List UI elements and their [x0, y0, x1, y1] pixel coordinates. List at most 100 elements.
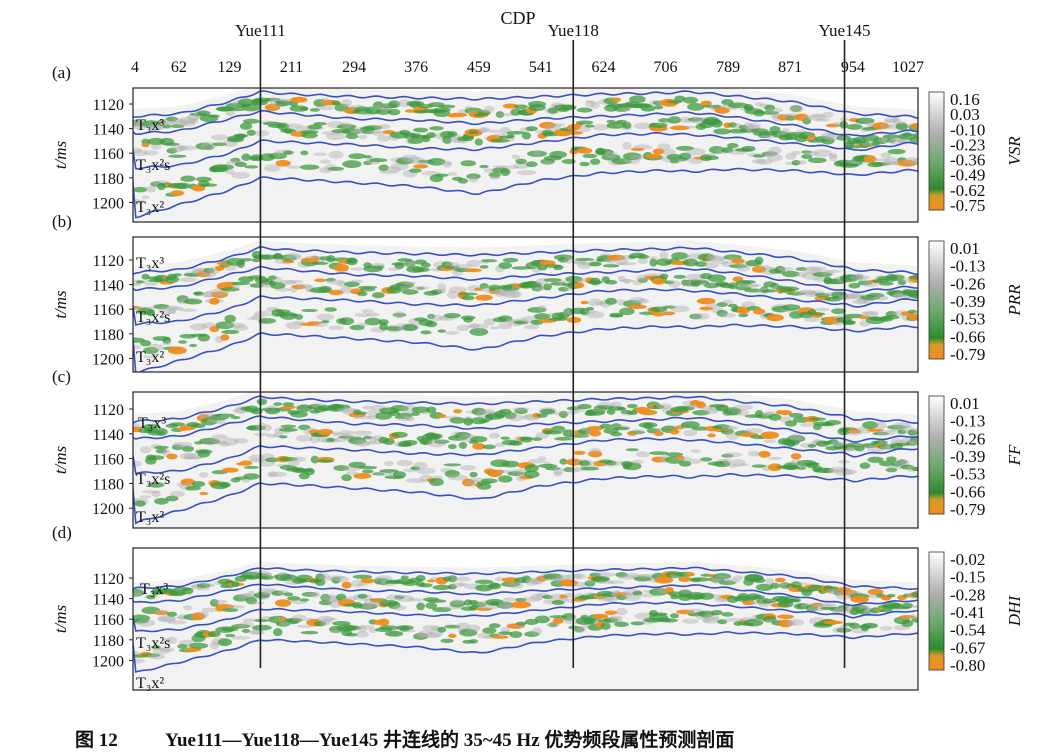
- attribute-anomaly: [907, 309, 918, 314]
- attribute-anomaly: [580, 300, 589, 305]
- attribute-anomaly: [337, 407, 356, 413]
- colorbar-tick-label: -0.75: [950, 196, 985, 215]
- horizon-line-top_T3x3: [133, 245, 918, 276]
- attribute-anomaly: [472, 443, 486, 450]
- attribute-anomaly: [867, 456, 884, 463]
- colorbar-tick-label: -0.26: [950, 274, 985, 293]
- x-axis-title: CDP: [500, 8, 535, 28]
- attribute-anomaly: [884, 117, 899, 123]
- attribute-anomaly: [437, 329, 447, 333]
- attribute-anomaly: [319, 159, 331, 164]
- attribute-anomaly: [180, 175, 196, 182]
- y-axis-title: t/ms: [51, 140, 70, 169]
- attribute-anomaly: [782, 286, 800, 292]
- attribute-anomaly: [285, 321, 302, 330]
- attribute-anomaly: [283, 592, 294, 597]
- attribute-anomaly: [165, 495, 179, 502]
- attribute-anomaly: [371, 130, 386, 137]
- attribute-anomaly: [326, 132, 346, 141]
- attribute-anomaly: [243, 473, 260, 480]
- attribute-anomaly: [584, 580, 596, 587]
- attribute-anomaly: [527, 458, 547, 464]
- attribute-anomaly: [534, 615, 550, 624]
- attribute-anomaly: [721, 453, 734, 458]
- panel-dhi: (d) 1120 1140 1160 1180 1200 t/ms T₃x³ T₃x²s T₃x²…: [51, 523, 1024, 692]
- attribute-anomaly: [742, 600, 755, 606]
- attribute-anomaly: [675, 405, 695, 411]
- attribute-anomaly: [855, 117, 875, 125]
- attribute-anomaly: [710, 119, 723, 128]
- attribute-anomaly: [822, 111, 834, 118]
- attribute-anomaly: [584, 99, 595, 104]
- attribute-anomaly: [649, 451, 669, 455]
- attribute-anomaly: [274, 100, 292, 104]
- attribute-anomaly: [498, 475, 513, 483]
- attribute-anomaly: [652, 404, 665, 410]
- attribute-anomaly: [542, 161, 553, 166]
- attribute-anomaly: [353, 430, 372, 436]
- y-tick-label: 1160: [93, 302, 124, 319]
- attribute-anomaly: [466, 624, 481, 632]
- attribute-anomaly: [394, 595, 405, 600]
- attribute-anomaly: [790, 581, 802, 589]
- attribute-anomaly: [514, 104, 528, 110]
- attribute-anomaly: [427, 158, 446, 166]
- attribute-anomaly: [682, 618, 699, 624]
- attribute-anomaly: [608, 580, 625, 584]
- attribute-anomaly: [437, 414, 447, 419]
- attribute-anomaly: [178, 340, 188, 344]
- attribute-anomaly: [525, 161, 538, 168]
- attribute-anomaly: [275, 620, 291, 627]
- attribute-anomaly: [866, 292, 885, 298]
- attribute-anomaly: [733, 404, 754, 411]
- attribute-anomaly: [678, 456, 692, 462]
- attribute-anomaly: [509, 631, 523, 638]
- attribute-anomaly: [341, 474, 352, 482]
- y-tick-label: 1120: [93, 97, 124, 114]
- attribute-anomaly: [136, 280, 145, 284]
- attribute-anomaly: [796, 604, 807, 609]
- attribute-anomaly: [862, 623, 879, 629]
- attribute-anomaly: [251, 314, 263, 319]
- attribute-anomaly: [215, 603, 235, 610]
- attribute-anomaly: [726, 142, 739, 149]
- attribute-anomaly: [521, 575, 532, 584]
- attribute-anomaly: [392, 471, 407, 479]
- attribute-anomaly: [676, 145, 695, 151]
- attribute-anomaly: [223, 264, 237, 271]
- attribute-anomaly: [429, 314, 444, 322]
- attribute-anomaly: [196, 583, 211, 588]
- attribute-anomaly: [456, 324, 470, 332]
- attribute-anomaly: [215, 321, 235, 330]
- attribute-anomaly: [498, 315, 513, 322]
- attribute-anomaly: [630, 154, 645, 161]
- attribute-anomaly: [438, 104, 456, 109]
- attribute-anomaly: [604, 151, 618, 158]
- attribute-anomaly: [828, 154, 838, 162]
- attribute-anomaly: [318, 577, 333, 581]
- attribute-anomaly: [195, 449, 213, 455]
- attribute-anomaly: [829, 441, 848, 447]
- attribute-anomaly: [222, 608, 239, 613]
- attribute-anomaly: [313, 122, 327, 126]
- attribute-anomaly: [903, 157, 918, 166]
- attribute-anomaly: [714, 460, 731, 468]
- attribute-anomaly: [605, 297, 617, 305]
- attribute-anomaly: [531, 627, 543, 636]
- attribute-anomaly: [148, 124, 165, 131]
- attribute-anomaly: [166, 611, 178, 617]
- attribute-anomaly: [496, 113, 515, 117]
- attribute-anomaly: [728, 102, 748, 109]
- attribute-anomaly: [376, 135, 391, 142]
- y-tick-label: 1200: [92, 653, 124, 670]
- attribute-anomaly: [827, 586, 839, 590]
- attribute-anomaly: [668, 280, 681, 288]
- attribute-anomaly: [360, 287, 376, 292]
- attribute-anomaly: [476, 483, 492, 490]
- attribute-anomaly: [233, 594, 249, 602]
- attribute-anomaly: [377, 578, 390, 586]
- attribute-anomaly: [592, 576, 609, 583]
- horizon-label: T₃x³: [136, 117, 164, 134]
- attribute-anomaly: [622, 152, 642, 161]
- attribute-anomaly: [705, 302, 718, 309]
